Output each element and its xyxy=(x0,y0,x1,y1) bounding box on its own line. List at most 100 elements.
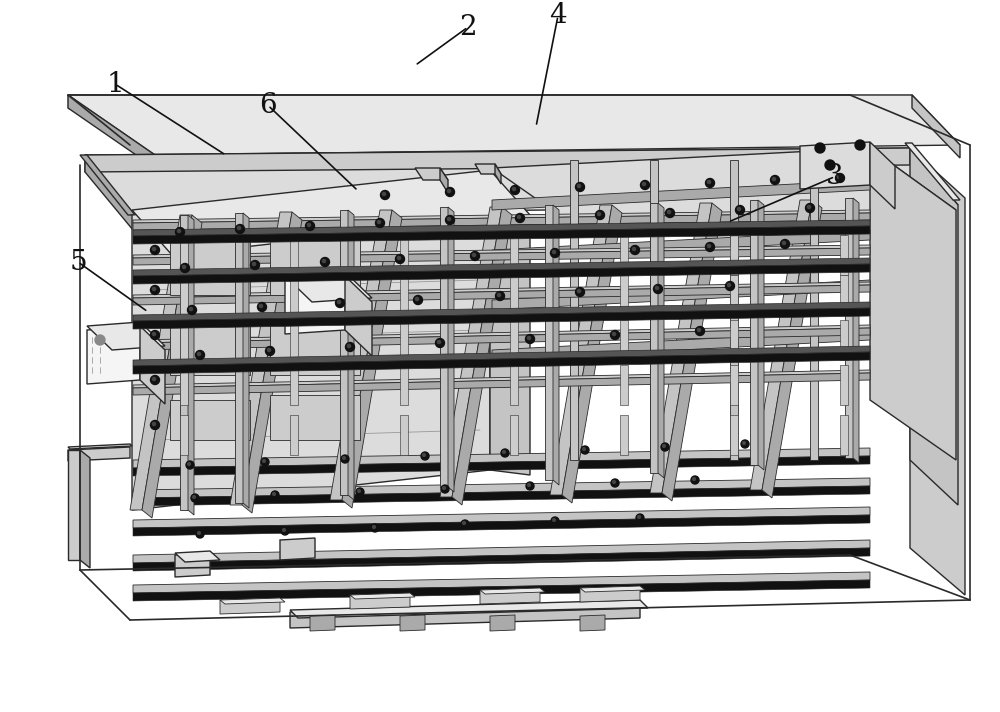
Polygon shape xyxy=(650,160,658,460)
Circle shape xyxy=(380,191,390,199)
Polygon shape xyxy=(133,486,870,506)
Circle shape xyxy=(347,345,351,347)
Polygon shape xyxy=(758,200,764,470)
Polygon shape xyxy=(87,322,165,350)
Polygon shape xyxy=(133,478,870,498)
Circle shape xyxy=(596,211,604,219)
Polygon shape xyxy=(340,210,348,495)
Polygon shape xyxy=(270,395,360,440)
Polygon shape xyxy=(133,548,870,571)
Circle shape xyxy=(377,221,381,224)
Circle shape xyxy=(307,224,311,226)
Polygon shape xyxy=(750,200,758,465)
Circle shape xyxy=(691,476,699,484)
Circle shape xyxy=(150,375,160,384)
Polygon shape xyxy=(133,572,870,593)
Polygon shape xyxy=(133,346,870,366)
Circle shape xyxy=(283,528,285,531)
Circle shape xyxy=(611,479,619,487)
Polygon shape xyxy=(730,415,738,455)
Polygon shape xyxy=(440,207,448,487)
Circle shape xyxy=(258,303,266,312)
Polygon shape xyxy=(133,248,870,265)
Circle shape xyxy=(654,285,662,293)
Polygon shape xyxy=(188,215,194,515)
Polygon shape xyxy=(133,456,870,476)
Circle shape xyxy=(320,258,330,266)
Circle shape xyxy=(180,263,190,273)
Polygon shape xyxy=(440,168,448,193)
Circle shape xyxy=(337,300,341,303)
Polygon shape xyxy=(495,164,501,184)
Polygon shape xyxy=(270,315,360,375)
Polygon shape xyxy=(400,365,408,405)
Polygon shape xyxy=(140,326,165,404)
Circle shape xyxy=(446,187,454,197)
Polygon shape xyxy=(480,588,540,604)
Polygon shape xyxy=(235,213,243,503)
Circle shape xyxy=(236,224,244,234)
Circle shape xyxy=(576,288,584,296)
Polygon shape xyxy=(133,308,870,329)
Circle shape xyxy=(182,266,186,268)
Polygon shape xyxy=(175,553,210,577)
Polygon shape xyxy=(180,215,188,510)
Circle shape xyxy=(597,212,601,216)
Polygon shape xyxy=(133,302,870,321)
Polygon shape xyxy=(133,352,870,374)
Polygon shape xyxy=(330,210,392,500)
Polygon shape xyxy=(80,155,135,215)
Circle shape xyxy=(806,204,814,212)
Polygon shape xyxy=(68,450,80,560)
Polygon shape xyxy=(170,240,250,295)
Polygon shape xyxy=(840,235,848,275)
Polygon shape xyxy=(620,415,628,455)
Polygon shape xyxy=(580,615,605,631)
Polygon shape xyxy=(345,276,372,356)
Polygon shape xyxy=(68,95,912,108)
Polygon shape xyxy=(68,444,132,449)
Circle shape xyxy=(150,421,160,429)
Circle shape xyxy=(726,281,734,290)
Circle shape xyxy=(638,515,640,518)
Polygon shape xyxy=(730,320,738,360)
Circle shape xyxy=(737,207,741,211)
Circle shape xyxy=(252,263,256,266)
Polygon shape xyxy=(492,330,870,360)
Polygon shape xyxy=(620,275,628,315)
Polygon shape xyxy=(840,415,848,455)
Circle shape xyxy=(273,493,275,496)
Circle shape xyxy=(150,286,160,295)
Circle shape xyxy=(376,219,384,228)
Circle shape xyxy=(446,216,454,224)
Circle shape xyxy=(516,214,524,222)
Circle shape xyxy=(471,251,480,261)
Polygon shape xyxy=(853,198,859,463)
Polygon shape xyxy=(133,210,870,223)
Polygon shape xyxy=(180,415,188,455)
Polygon shape xyxy=(510,365,518,405)
Polygon shape xyxy=(475,164,501,174)
Polygon shape xyxy=(662,203,722,501)
Polygon shape xyxy=(658,203,664,478)
Circle shape xyxy=(741,440,749,448)
Circle shape xyxy=(271,491,279,499)
Polygon shape xyxy=(490,175,530,475)
Circle shape xyxy=(517,216,521,219)
Circle shape xyxy=(447,189,451,192)
Polygon shape xyxy=(133,448,870,468)
Circle shape xyxy=(613,481,615,483)
Polygon shape xyxy=(133,373,870,395)
Polygon shape xyxy=(348,210,354,500)
Polygon shape xyxy=(620,235,628,275)
Circle shape xyxy=(855,140,865,150)
Circle shape xyxy=(346,342,354,352)
Circle shape xyxy=(667,211,671,214)
Polygon shape xyxy=(400,415,408,455)
Circle shape xyxy=(152,422,156,426)
Polygon shape xyxy=(180,365,188,405)
Polygon shape xyxy=(510,235,518,275)
Circle shape xyxy=(196,530,204,538)
Polygon shape xyxy=(580,586,640,602)
Polygon shape xyxy=(448,207,454,492)
